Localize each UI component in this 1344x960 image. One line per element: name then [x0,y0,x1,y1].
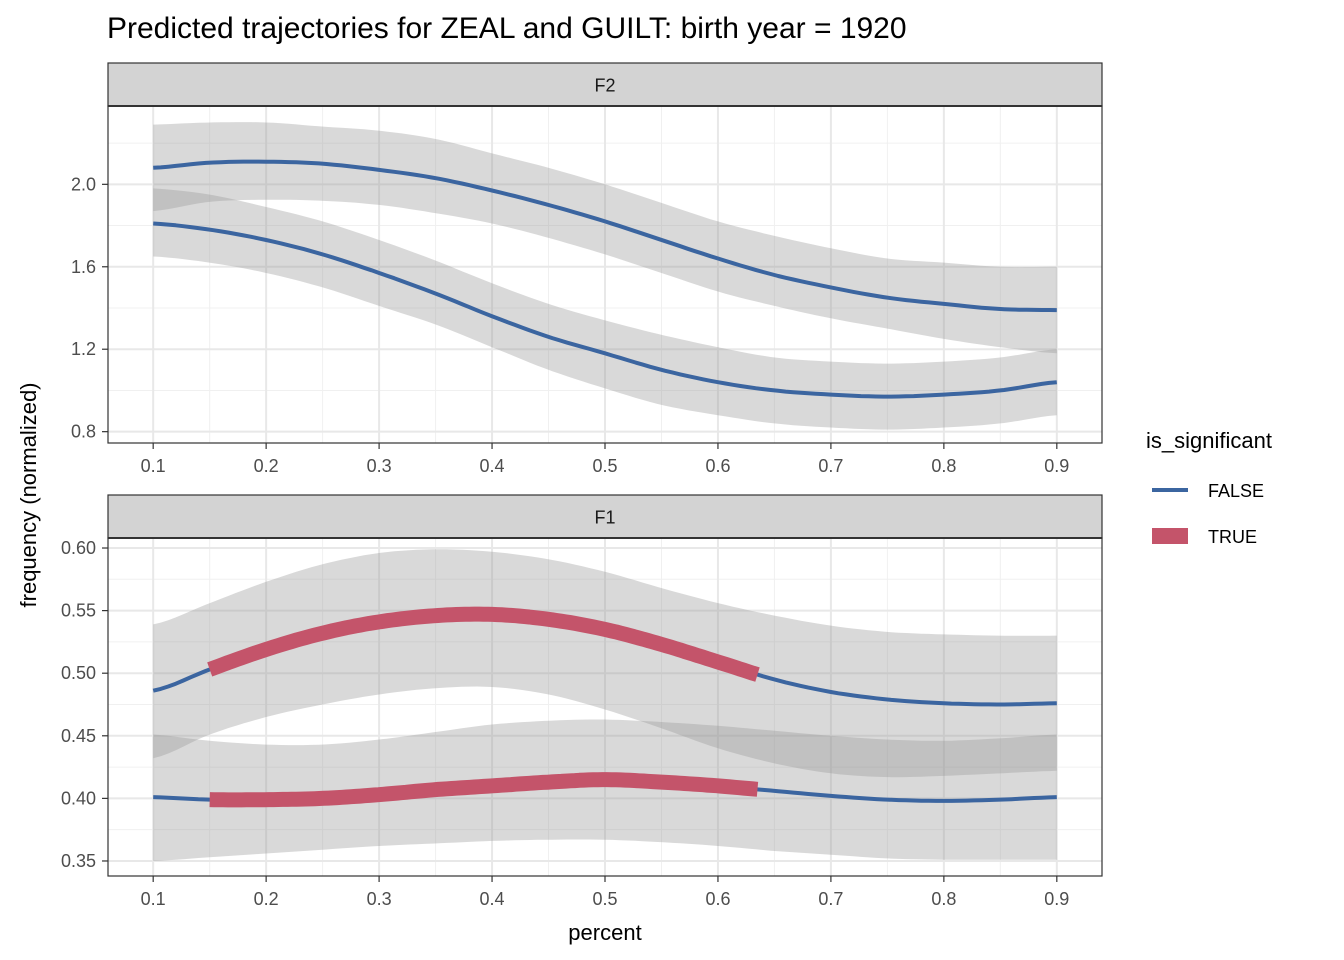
y-tick-label: 0.8 [71,422,96,442]
legend-label-true: TRUE [1208,527,1257,547]
x-tick-label: 0.3 [367,456,392,476]
confidence-ribbon-1 [153,549,1057,778]
x-tick-label: 0.8 [931,889,956,909]
facet-strip [107,62,1103,107]
confidence-ribbon-2 [153,719,1057,861]
y-tick-label: 0.50 [61,663,96,683]
x-tick-label: 0.4 [480,889,505,909]
x-tick-label: 0.5 [592,889,617,909]
x-tick-label: 0.1 [141,889,166,909]
x-tick-label: 0.3 [367,889,392,909]
y-tick-label: 1.6 [71,257,96,277]
x-tick-label: 0.8 [931,456,956,476]
x-tick-label: 0.6 [705,889,730,909]
facet-strip-label: F1 [594,508,615,528]
confidence-ribbon-1 [153,122,1057,354]
y-axis-label: frequency (normalized) [16,383,41,608]
y-tick-label: 0.35 [61,851,96,871]
legend: is_significant FALSE TRUE [1146,428,1272,547]
x-tick-label: 0.1 [141,456,166,476]
facet-strip-label: F2 [594,76,615,96]
facet-strip [107,494,1103,539]
panel-f2: F2 0.1 0.2 0.3 0.4 0.5 0.6 0.7 0.8 0.9 0.8 1.2 1.6 2.… [71,62,1103,476]
x-tick-label: 0.6 [705,456,730,476]
x-tick-label: 0.9 [1044,889,1069,909]
y-tick-label: 1.2 [71,339,96,359]
panel-f1: F1 0.1 0.2 0.3 0.4 0.5 0.6 0.7 0.8 0.9 0.35 0.40 0.4… [61,494,1103,909]
x-tick-label: 0.5 [592,456,617,476]
y-tick-label: 2.0 [71,174,96,194]
x-tick-label: 0.7 [818,456,843,476]
y-tick-label: 0.45 [61,726,96,746]
chart-title: Predicted trajectories for ZEAL and GUIL… [107,12,907,45]
y-tick-label: 0.60 [61,538,96,558]
x-tick-label: 0.2 [254,889,279,909]
significant-segment-2 [206,772,761,808]
x-tick-label: 0.9 [1044,456,1069,476]
significant-segment-1 [206,606,761,682]
x-tick-label: 0.7 [818,889,843,909]
trajectory-line-1 [153,159,1057,313]
trajectory-line-2 [153,221,1057,399]
y-tick-label: 0.40 [61,788,96,808]
y-tick-label: 0.55 [61,601,96,621]
legend-label-false: FALSE [1208,481,1264,501]
confidence-ribbon-2 [153,188,1057,430]
legend-title: is_significant [1146,428,1272,453]
x-axis-label: percent [568,920,641,945]
x-tick-label: 0.4 [480,456,505,476]
x-tick-label: 0.2 [254,456,279,476]
